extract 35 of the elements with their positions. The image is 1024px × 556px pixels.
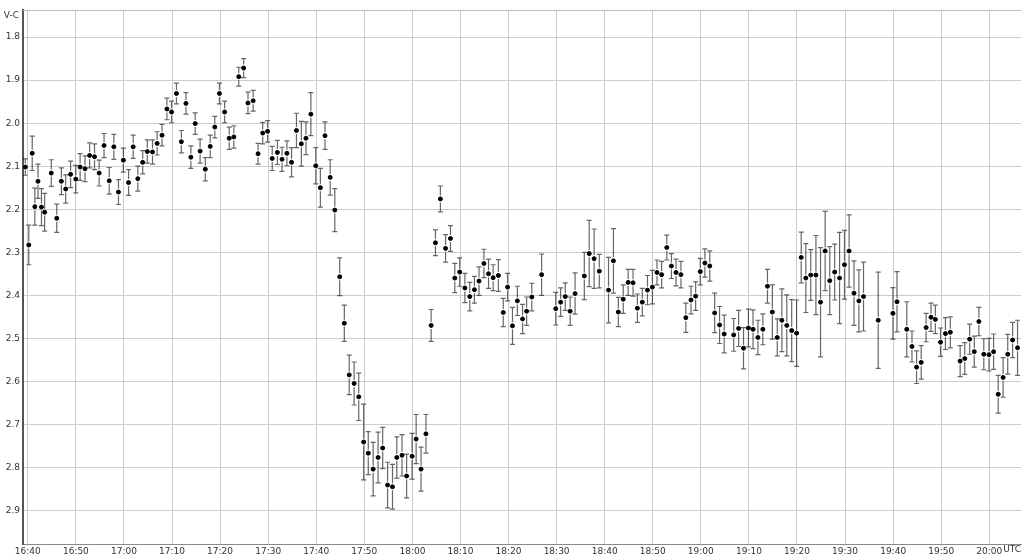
x-tick-label: 19:20: [784, 545, 811, 556]
x-tick-label: 16:40: [14, 545, 42, 556]
x-tick-label: 17:50: [351, 545, 378, 556]
x-tick-label: 17:40: [303, 545, 330, 556]
x-tick-label: 19:10: [735, 545, 763, 556]
x-tick-label: 18:10: [447, 545, 474, 556]
x-tick-label: 17:00: [110, 545, 138, 556]
y-tick-label: 2.9: [5, 504, 21, 515]
x-tick-label: 18:20: [495, 545, 522, 556]
y-tick-label: 2.3: [5, 246, 20, 257]
y-tick-label: 2.8: [5, 461, 21, 472]
y-tick-label: 2.0: [5, 117, 21, 128]
x-axis-title: UTC: [1003, 544, 1021, 555]
x-tick-label: 19:00: [687, 545, 715, 556]
y-tick-label: 2.2: [5, 203, 20, 214]
x-tick-label: 17:20: [207, 545, 234, 556]
y-tick-label: 2.4: [5, 289, 21, 300]
x-tick-label: 19:30: [832, 545, 859, 556]
x-tick-label: 19:50: [928, 545, 955, 556]
x-tick-label: 18:40: [591, 545, 618, 556]
x-tick-label: 20:00: [976, 545, 1003, 556]
x-tick-label: 18:50: [639, 545, 666, 556]
y-tick-label: 2.7: [5, 418, 20, 429]
y-tick-label: 2.6: [5, 375, 21, 386]
x-tick-label: 16:50: [62, 545, 90, 556]
x-tick-label: 18:30: [543, 545, 570, 556]
x-tick-label: 19:40: [880, 545, 907, 556]
x-tick-label: 18:00: [399, 545, 426, 556]
y-tick-label: 1.9: [5, 74, 21, 85]
x-tick-label: 17:10: [159, 545, 186, 556]
y-tick-label: 2.1: [5, 160, 20, 171]
x-tick-label: 17:30: [255, 545, 282, 556]
y-axis-title: V-C: [3, 10, 19, 21]
y-tick-label: 2.5: [5, 332, 20, 343]
y-tick-label: 1.8: [5, 31, 21, 42]
